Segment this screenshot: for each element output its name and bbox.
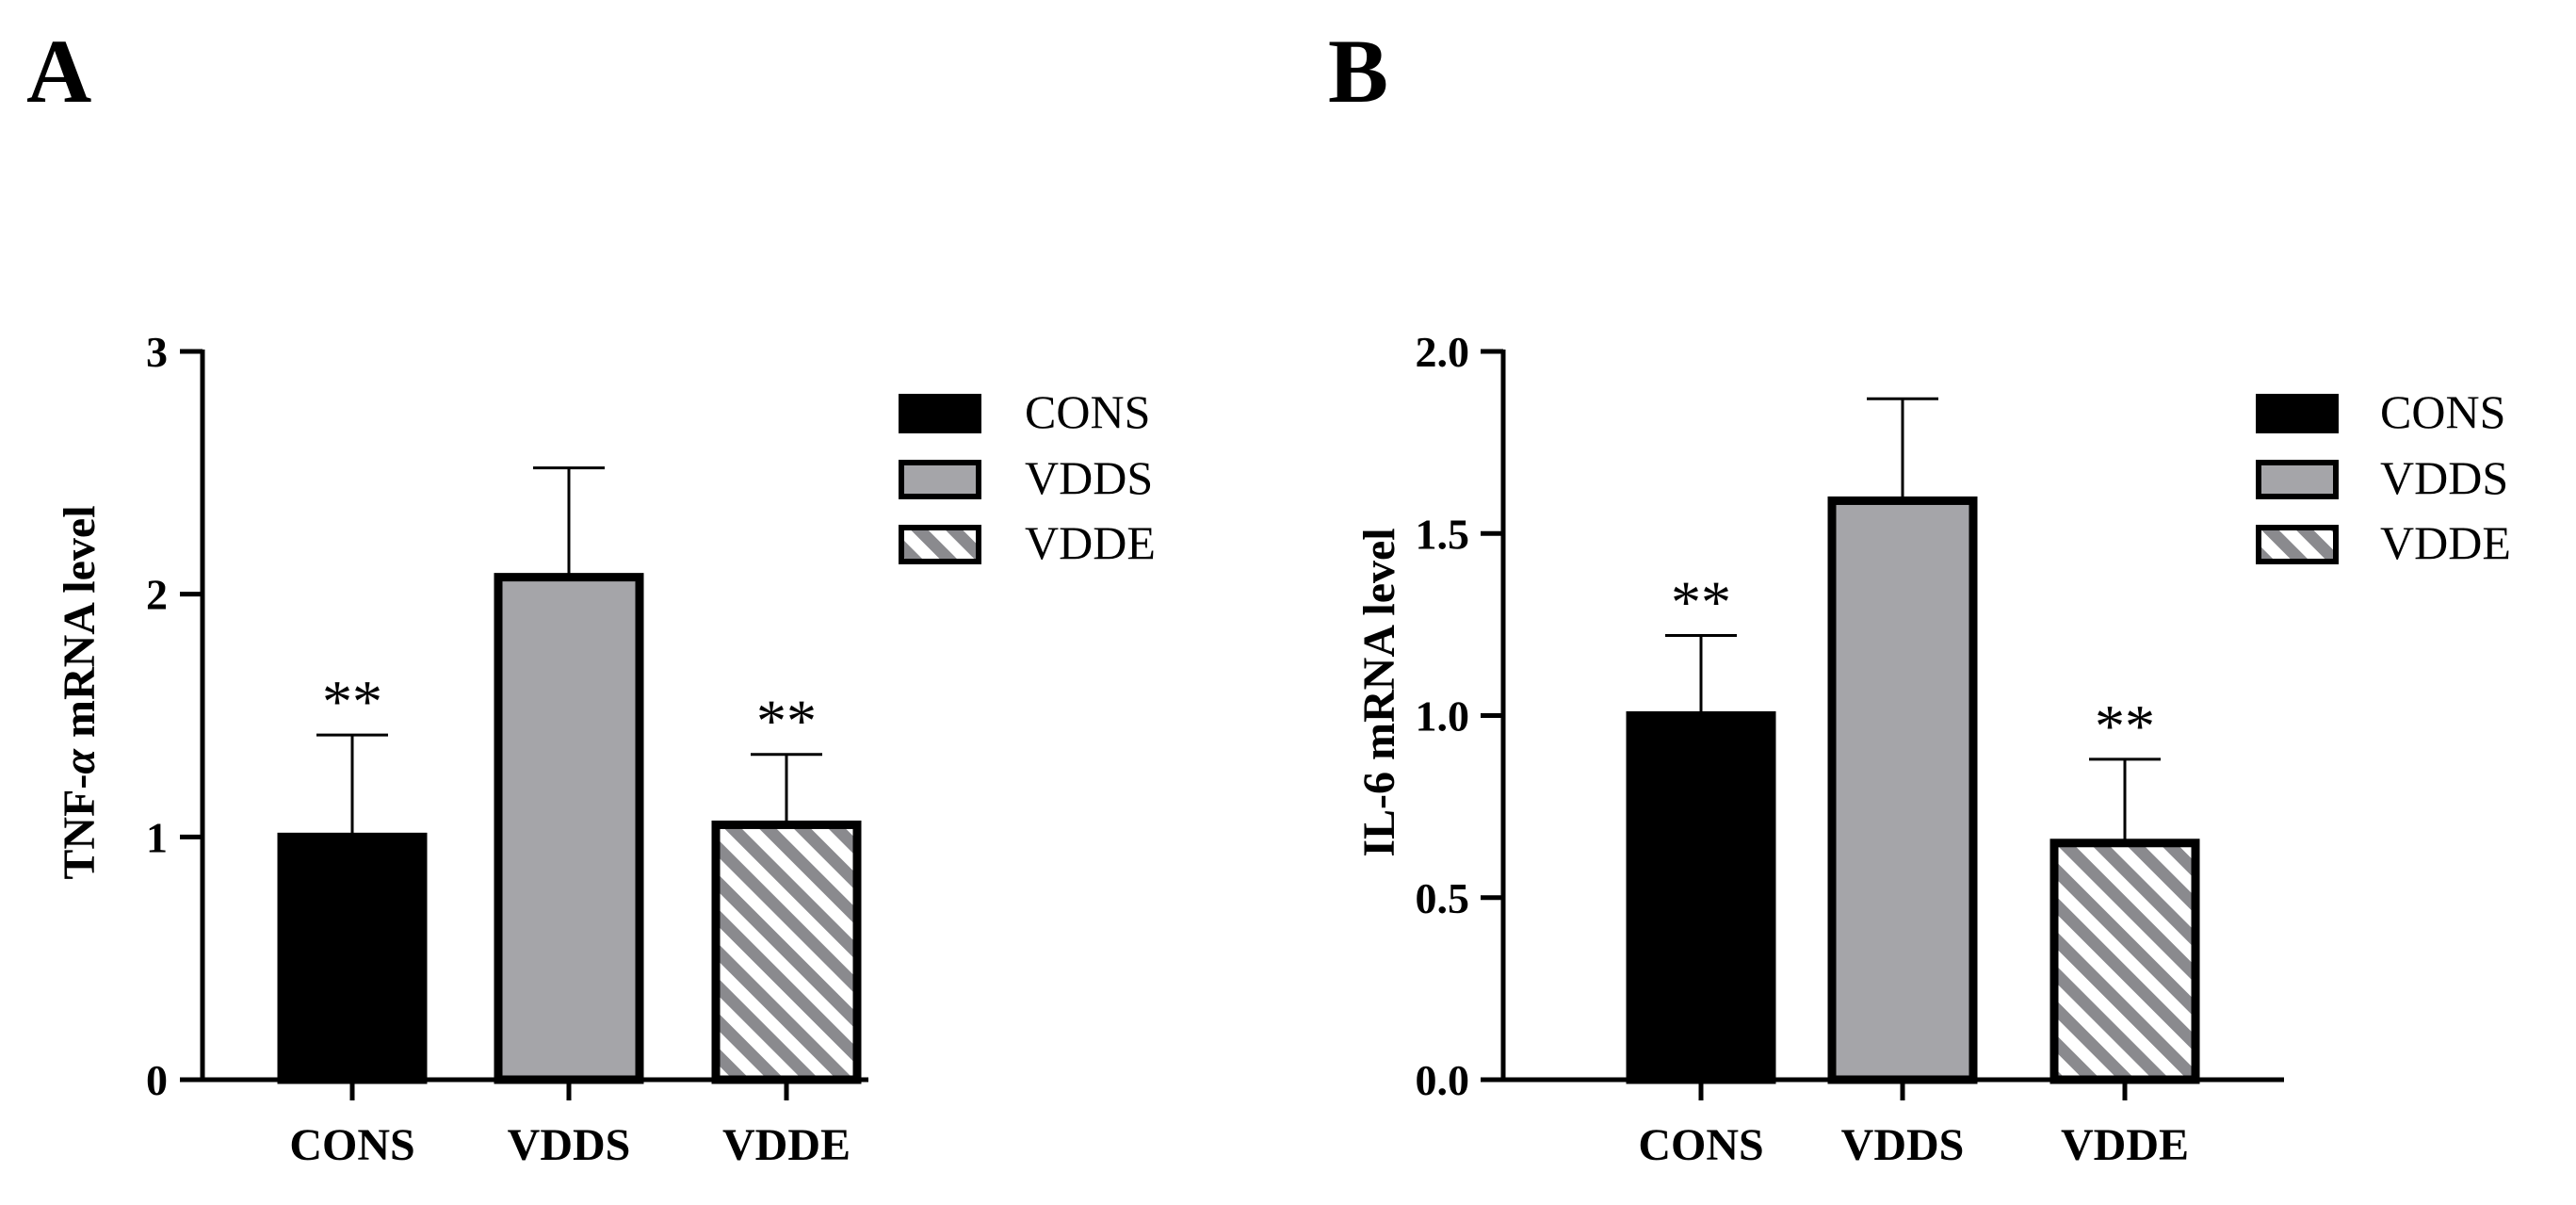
x-tick-label-vdde: VDDE: [2061, 1120, 2189, 1170]
x-tick-label-vdds: VDDS: [508, 1120, 631, 1170]
y-tick-label: 2: [146, 571, 168, 619]
x-tick-label-cons: CONS: [1638, 1120, 1763, 1170]
y-tick-label: 0: [146, 1056, 168, 1104]
legend-item-cons: CONS: [2256, 385, 2505, 438]
y-axis-title-a-prefix: TNF-: [55, 774, 105, 880]
bar-vdds: [1827, 496, 1978, 1084]
chart-panel-a: A TNF-α mRNA level CONS VDDS VDDE ** CONS…: [26, 21, 1156, 1170]
chart-panel-b: B IL-6 mRNA level CONS VDDS VDDE ** CONS V…: [1328, 21, 2511, 1170]
y-tick-label: 3: [146, 328, 168, 376]
legend-item-vdds: VDDS: [2256, 451, 2508, 504]
y-axis-title-a-greek: α: [55, 748, 105, 774]
significance-vdde: **: [756, 688, 817, 755]
legend-swatch-cons: [899, 394, 981, 433]
significance-cons: **: [1671, 568, 1731, 635]
legend-swatch-vdds: [899, 460, 981, 499]
legend-a: CONS VDDS VDDE: [899, 385, 1156, 569]
legend-label-vdde: VDDE: [1025, 516, 1156, 569]
legend-swatch-cons: [2256, 394, 2339, 433]
significance-cons: **: [322, 668, 382, 735]
panel-label-b: B: [1328, 21, 1388, 122]
legend-label-vdds: VDDS: [2380, 451, 2508, 504]
y-tick-label: 1.0: [1416, 692, 1470, 741]
legend-swatch-vdds: [2256, 460, 2339, 499]
legend-item-cons: CONS: [899, 385, 1150, 438]
legend-swatch-vdde: [2256, 525, 2339, 564]
legend-item-vdde: VDDE: [2256, 516, 2511, 569]
panel-label-a: A: [26, 21, 91, 122]
y-axis-title-a-suffix: mRNA level: [55, 505, 105, 749]
legend-label-vdde: VDDE: [2380, 516, 2511, 569]
legend-label-cons: CONS: [2380, 385, 2505, 438]
legend-item-vdds: VDDS: [899, 451, 1153, 504]
x-tick-label-vdds: VDDS: [1841, 1120, 1965, 1170]
y-tick-label: 1.5: [1416, 510, 1470, 558]
y-tick-label: 1: [146, 813, 168, 861]
y-tick-label: 0.0: [1416, 1056, 1470, 1104]
bar-vdds: [494, 573, 644, 1084]
y-tick-label: 0.5: [1416, 874, 1470, 922]
y-axis-title-b-prefix: IL-6 mRNA level: [1354, 528, 1404, 856]
significance-vdde: **: [2095, 692, 2155, 759]
bar-vdde: [2049, 839, 2200, 1084]
bar-cons: [277, 832, 428, 1084]
y-axis-title-b: IL-6 mRNA level: [1354, 528, 1404, 856]
legend-item-vdde: VDDE: [899, 516, 1156, 569]
legend-swatch-vdde: [899, 525, 981, 564]
y-axis-title-a: TNF-α mRNA level: [55, 505, 105, 879]
x-tick-label-vdde: VDDE: [722, 1120, 851, 1170]
legend-label-cons: CONS: [1025, 385, 1150, 438]
bar-vdde: [711, 820, 862, 1084]
x-tick-label-cons: CONS: [289, 1120, 414, 1170]
legend-label-vdds: VDDS: [1025, 451, 1153, 504]
legend-b: CONS VDDS VDDE: [2256, 385, 2511, 569]
y-tick-label: 2.0: [1416, 328, 1470, 376]
bar-cons: [1626, 711, 1776, 1084]
